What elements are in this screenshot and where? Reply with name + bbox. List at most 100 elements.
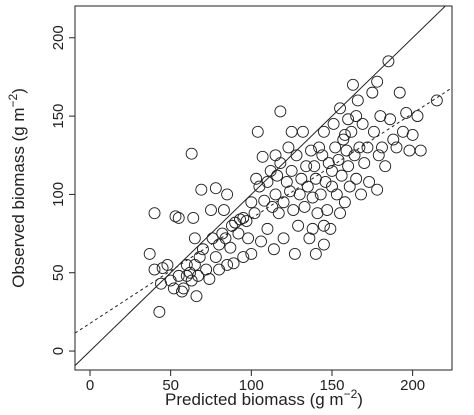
point: [300, 160, 313, 173]
point: [343, 180, 356, 193]
point: [282, 141, 295, 154]
point: [188, 232, 201, 245]
point: [393, 86, 406, 99]
point: [335, 169, 348, 182]
point: [363, 175, 376, 188]
point: [143, 247, 156, 260]
point: [209, 182, 222, 195]
point: [411, 110, 424, 123]
point: [329, 141, 342, 154]
point: [371, 183, 384, 196]
point: [330, 188, 343, 201]
point: [351, 94, 364, 107]
point: [295, 172, 308, 185]
point: [338, 128, 351, 141]
point: [237, 211, 250, 224]
point: [242, 232, 255, 245]
point: [342, 160, 355, 173]
point: [196, 243, 209, 256]
point: [195, 183, 208, 196]
point: [314, 188, 327, 201]
point: [172, 269, 185, 282]
point: [326, 164, 338, 177]
point: [309, 247, 322, 260]
point: [217, 204, 230, 217]
point: [379, 160, 392, 173]
point: [308, 160, 321, 173]
point: [256, 150, 269, 163]
point: [177, 282, 190, 295]
y-tick-label: 150: [50, 104, 67, 129]
x-tick-label: 200: [400, 377, 425, 394]
point: [277, 196, 290, 209]
point: [403, 144, 416, 157]
point: [332, 154, 345, 166]
point: [172, 211, 185, 224]
point: [180, 269, 193, 282]
point: [317, 238, 330, 251]
point: [400, 107, 413, 119]
point: [176, 285, 188, 298]
plot-frame: [74, 5, 453, 371]
point: [274, 105, 287, 118]
point: [382, 55, 395, 68]
point: [148, 263, 161, 276]
point: [213, 263, 226, 276]
point: [334, 102, 346, 115]
point: [338, 196, 351, 209]
point: [317, 219, 330, 232]
point: [153, 305, 166, 318]
point: [250, 172, 263, 185]
point: [371, 75, 384, 88]
point: [376, 141, 388, 154]
point: [350, 172, 363, 185]
point: [277, 232, 290, 245]
point: [187, 211, 200, 224]
point: [290, 149, 303, 162]
point: [367, 125, 380, 138]
point: [324, 222, 337, 235]
point: [206, 232, 219, 245]
point: [148, 207, 161, 220]
point: [285, 164, 298, 177]
point: [298, 201, 311, 213]
point: [353, 141, 366, 154]
point: [213, 238, 226, 251]
point: [240, 215, 253, 227]
point: [209, 251, 222, 264]
point: [387, 133, 400, 146]
point: [264, 164, 277, 177]
point: [269, 149, 282, 162]
point: [296, 125, 309, 138]
point: [316, 149, 329, 162]
point: [267, 243, 280, 256]
point: [301, 180, 314, 193]
point: [355, 188, 367, 201]
point: [232, 227, 245, 240]
point: [334, 207, 346, 220]
point: [266, 201, 279, 213]
point: [288, 247, 301, 260]
point: [372, 149, 385, 162]
point: [271, 169, 284, 182]
point: [248, 207, 261, 220]
point: [285, 125, 298, 138]
y-tick-label: 100: [50, 182, 67, 207]
point: [185, 274, 198, 287]
point: [272, 207, 285, 220]
point: [313, 141, 326, 154]
point: [345, 125, 358, 138]
point: [356, 117, 369, 130]
y-tick-label: 0: [50, 347, 67, 355]
point: [258, 194, 271, 207]
point: [269, 188, 282, 201]
point: [340, 144, 353, 157]
point: [261, 175, 274, 188]
y-tick-label: 50: [50, 264, 67, 281]
reference-line: [75, 87, 452, 334]
y-axis-label: Observed biomass (g m−2): [6, 88, 28, 288]
point: [188, 258, 201, 271]
point: [255, 235, 267, 248]
